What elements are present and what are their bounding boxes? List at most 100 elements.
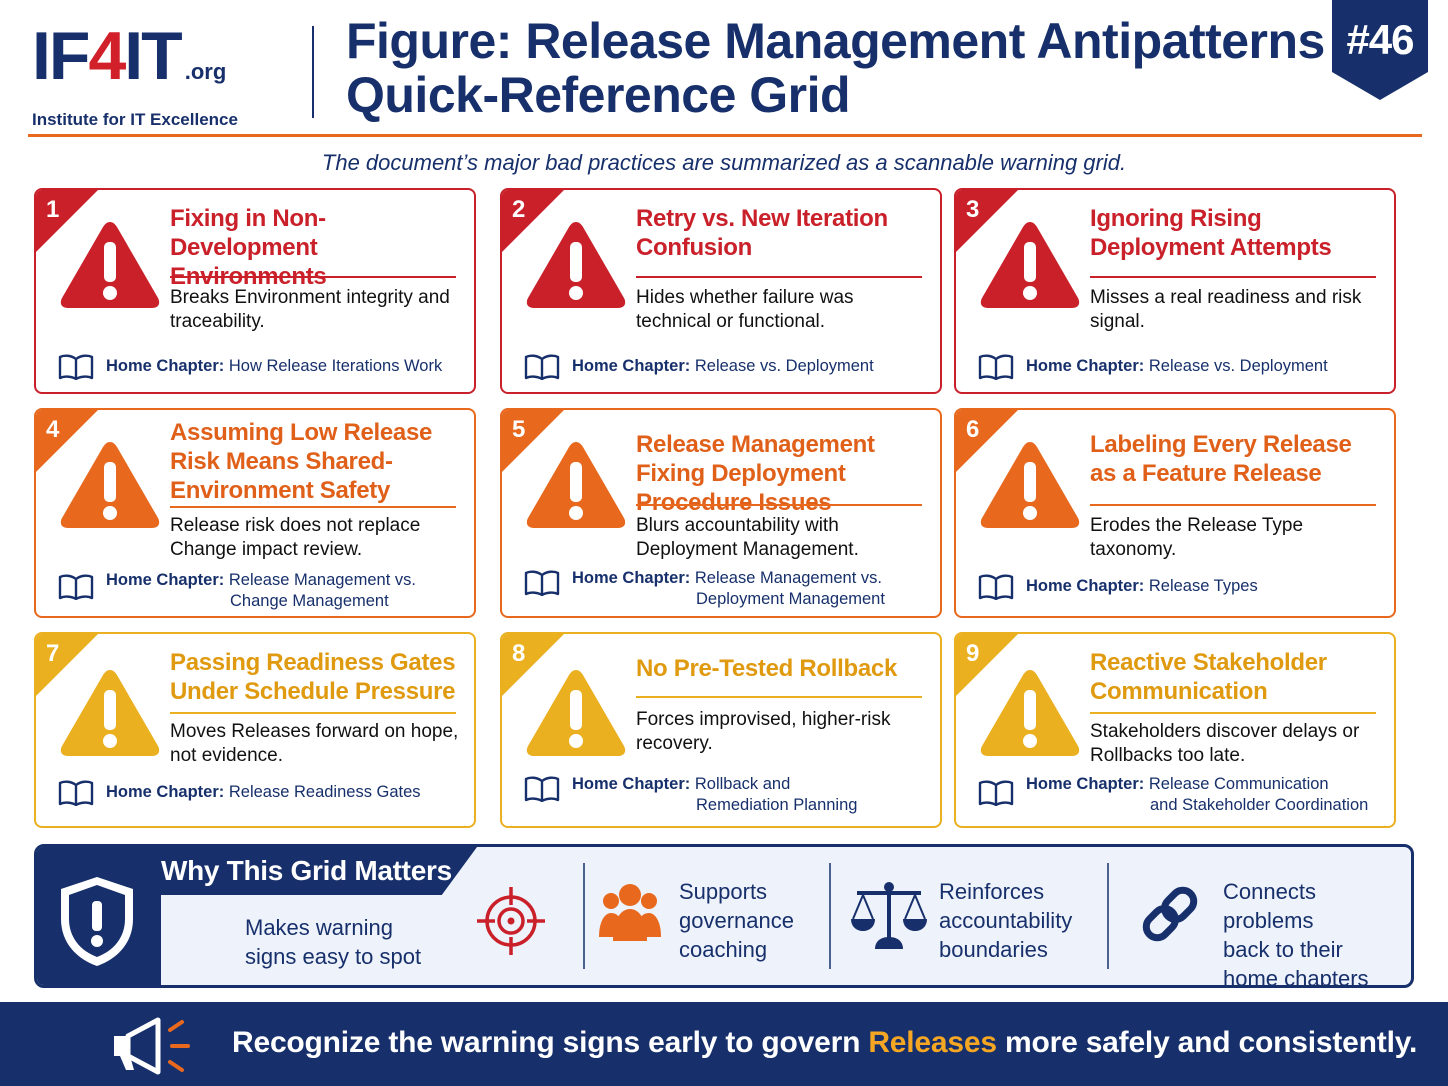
card-description: Blurs accountability with Deployment Man… <box>636 515 859 560</box>
antipattern-card: 2 Retry vs. New Iteration Confusion Hides … <box>500 188 942 394</box>
card-title-rule <box>636 696 922 698</box>
card-title-rule <box>1090 276 1376 278</box>
chapter-link[interactable]: Rollback and <box>694 775 791 793</box>
chapter-link[interactable]: Release Management vs. <box>228 571 416 589</box>
why-separator <box>583 863 585 969</box>
card-description: Misses a real readiness and risk signal. <box>1090 287 1362 332</box>
footer-text-before: Recognize the warning signs early to gov… <box>232 1026 869 1059</box>
card-title-rule <box>170 276 456 278</box>
logo-suffix: IT <box>124 18 182 94</box>
chapter-link[interactable]: Release Communication <box>1148 775 1329 793</box>
antipattern-card: 3 Ignoring Rising Deployment Attempts Miss… <box>954 188 1396 394</box>
why-item-governance: Supports governance coaching <box>679 877 794 964</box>
why-item-spot: Makes warning signs easy to spot <box>245 913 421 971</box>
home-chapter-label: Home Chapter: <box>572 569 691 587</box>
book-icon <box>524 570 560 596</box>
chapter-link-line-2[interactable]: Remediation Planning <box>696 796 858 814</box>
warning-triangle-icon <box>980 442 1080 528</box>
card-number: 5 <box>512 416 526 443</box>
footer-text-highlight: Releases <box>868 1026 997 1059</box>
card-number: 7 <box>46 640 60 667</box>
why-item-accountability: Reinforces accountability boundaries <box>939 877 1072 964</box>
home-chapter-label: Home Chapter: <box>572 775 691 793</box>
book-icon <box>978 780 1014 806</box>
why-panel-title: Why This Grid Matters <box>161 855 452 886</box>
why-separator <box>829 863 831 969</box>
chapter-link[interactable]: Release Readiness Gates <box>228 783 421 801</box>
logo-org: .org <box>184 59 227 84</box>
megaphone-icon <box>114 1017 190 1075</box>
why-item-line: Reinforces <box>939 879 1045 904</box>
book-icon <box>524 776 560 802</box>
why-item-line: signs easy to spot <box>245 944 422 969</box>
home-chapter: Home Chapter: Release Communication and S… <box>1026 774 1386 816</box>
why-panel-tab: Why This Grid Matters <box>37 847 477 895</box>
chapter-link[interactable]: Release Types <box>1148 577 1258 595</box>
home-chapter: Home Chapter: Release Types <box>1026 576 1386 597</box>
chapter-link-line-2[interactable]: Change Management <box>230 592 389 610</box>
card-title-rule <box>1090 504 1376 506</box>
why-item-line: Supports <box>679 879 768 904</box>
why-item-line: coaching <box>679 937 768 962</box>
book-icon <box>58 574 94 600</box>
card-description: Forces improvised, higher-risk recovery. <box>636 709 891 754</box>
card-title: Ignoring Rising Deployment Attempts <box>1090 205 1332 261</box>
header-rule <box>28 134 1422 137</box>
target-icon <box>477 887 545 955</box>
scales-icon <box>851 882 927 949</box>
home-chapter-label: Home Chapter: <box>1026 775 1145 793</box>
footer-message: Recognize the warning signs early to gov… <box>232 1026 1417 1060</box>
card-description: Erodes the Release Type taxonomy. <box>1090 515 1304 560</box>
page-title: Figure: Release Management Antipatterns … <box>346 14 1326 122</box>
chapter-link[interactable]: Release Management vs. <box>694 569 882 587</box>
title-line-2: Quick-Reference Grid <box>346 67 851 123</box>
header-divider <box>312 26 314 118</box>
home-chapter-label: Home Chapter: <box>1026 357 1145 375</box>
card-number: 6 <box>966 416 980 443</box>
card-number: 2 <box>512 196 526 223</box>
card-number: 8 <box>512 640 526 667</box>
antipattern-card: 9 Reactive Stakeholder Communication Stake… <box>954 632 1396 828</box>
home-chapter: Home Chapter: Rollback and Remediation Pl… <box>572 774 932 816</box>
chain-link-icon <box>1142 886 1198 942</box>
home-chapter-label: Home Chapter: <box>106 571 225 589</box>
card-title: Labeling Every Release as a Feature Rele… <box>1090 431 1352 487</box>
logo-prefix: IF <box>32 18 90 94</box>
home-chapter-label: Home Chapter: <box>572 357 691 375</box>
warning-triangle-icon <box>60 222 160 308</box>
card-title-rule <box>636 276 922 278</box>
card-title-rule <box>1090 712 1376 714</box>
chapter-link-line-2[interactable]: and Stakeholder Coordination <box>1150 796 1369 814</box>
card-number: 1 <box>46 196 60 223</box>
card-title-rule <box>636 504 922 506</box>
book-icon <box>58 354 94 380</box>
chapter-link[interactable]: Release vs. Deployment <box>694 357 874 375</box>
card-title: Release Management Fixing Deployment Pro… <box>636 431 875 516</box>
footer-banner: Recognize the warning signs early to gov… <box>0 1002 1448 1086</box>
chapter-link-line-2[interactable]: Deployment Management <box>696 590 885 608</box>
chapter-link[interactable]: How Release Iterations Work <box>228 357 443 375</box>
card-description: Hides whether failure was technical or f… <box>636 287 854 332</box>
warning-triangle-icon <box>526 442 626 528</box>
home-chapter: Home Chapter: Release Management vs. Chan… <box>106 570 466 612</box>
why-item-line: boundaries <box>939 937 1048 962</box>
home-chapter: Home Chapter: Release Management vs. Depl… <box>572 568 932 610</box>
card-description: Moves Releases forward on hope, not evid… <box>170 721 459 766</box>
antipattern-card: 7 Passing Readiness Gates Under Schedule … <box>34 632 476 828</box>
card-number: 9 <box>966 640 980 667</box>
chapter-link[interactable]: Release vs. Deployment <box>1148 357 1328 375</box>
card-description: Stakeholders discover delays or Rollback… <box>1090 721 1360 766</box>
home-chapter-label: Home Chapter: <box>106 783 225 801</box>
warning-triangle-icon <box>980 222 1080 308</box>
logo: IF4IT .org Institute for IT Excellence <box>32 20 282 130</box>
badge-label: #46 <box>1346 16 1414 63</box>
card-title-rule <box>170 506 456 508</box>
card-description: Breaks Environment integrity and traceab… <box>170 287 450 332</box>
logo-wordmark: IF4IT .org <box>32 20 282 108</box>
footer-text-after: more safely and consistently. <box>996 1026 1418 1059</box>
why-item-line: back to their <box>1223 937 1343 962</box>
warning-triangle-icon <box>526 670 626 756</box>
why-item-line: governance <box>679 908 794 933</box>
card-number: 3 <box>966 196 980 223</box>
antipattern-card: 8 No Pre-Tested Rollback Forces improvised… <box>500 632 942 828</box>
